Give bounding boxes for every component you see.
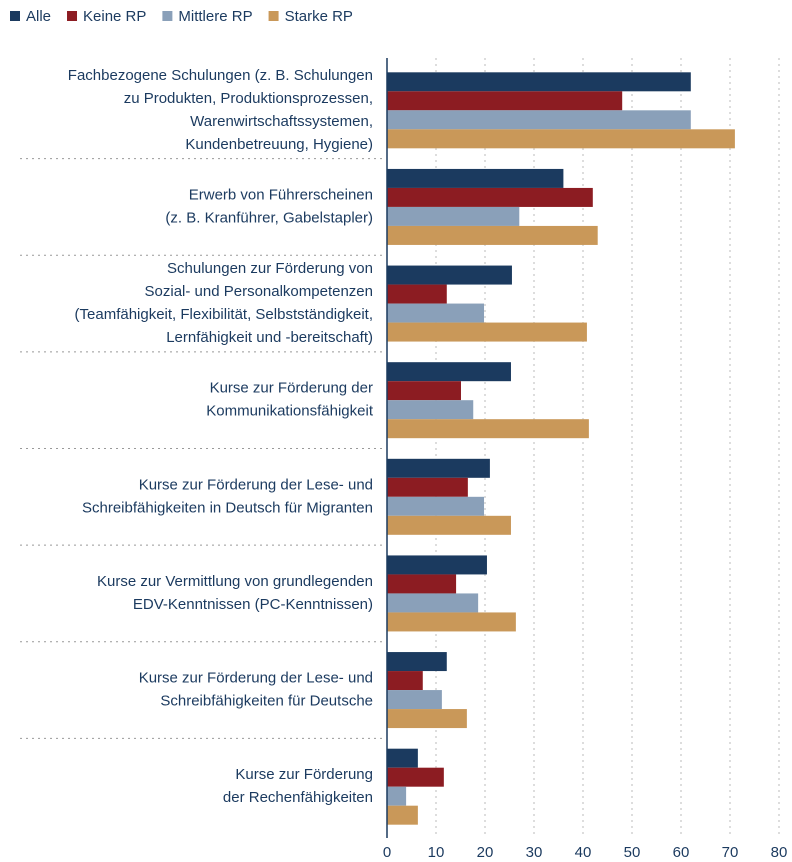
category-label: Kurse zur Vermittlung von grundlegenden xyxy=(97,573,373,590)
category-label: Sozial- und Personalkompetenzen xyxy=(145,283,373,300)
bar xyxy=(387,805,418,825)
bar xyxy=(387,458,490,478)
legend-label: Alle xyxy=(26,8,51,25)
bar xyxy=(387,496,485,516)
category-label: Kurse zur Förderung der Lese- und xyxy=(139,476,373,493)
bar xyxy=(387,91,623,111)
legend-label: Starke RP xyxy=(285,8,353,25)
bar xyxy=(387,612,516,632)
category-label: Schreibfähigkeiten für Deutsche xyxy=(160,693,373,710)
category-label: Kurse zur Förderung der Lese- und xyxy=(139,670,373,687)
bar xyxy=(387,671,423,691)
legend-swatch xyxy=(67,11,78,21)
legend-label: Mittlere RP xyxy=(178,8,252,25)
category-label: Kurse zur Förderung xyxy=(235,766,373,783)
bar xyxy=(387,187,593,207)
x-tick-label: 20 xyxy=(477,844,494,861)
category-label: Schulungen zur Förderung von xyxy=(167,260,373,277)
legend-swatch xyxy=(162,11,173,21)
bar xyxy=(387,322,587,342)
category-label: (z. B. Kranführer, Gabelstapler) xyxy=(165,209,373,226)
bar xyxy=(387,419,589,439)
category-label: (Teamfähigkeit, Flexibilität, Selbststän… xyxy=(75,306,373,323)
legend-swatch xyxy=(10,11,20,21)
category-label: Kurse zur Förderung der xyxy=(210,380,373,397)
bar xyxy=(387,690,442,710)
bar xyxy=(387,206,520,226)
category-label: Warenwirtschaftssystemen, xyxy=(190,113,373,130)
bar xyxy=(387,381,461,401)
bar xyxy=(387,767,444,787)
x-tick-label: 40 xyxy=(575,844,592,861)
bar xyxy=(387,593,479,613)
category-label: zu Produkten, Produktionsprozessen, xyxy=(124,90,373,107)
category-label: Kommunikationsfähigkeit xyxy=(206,403,374,420)
bar xyxy=(387,225,598,245)
bar xyxy=(387,284,447,304)
bar xyxy=(387,515,511,535)
bar xyxy=(387,265,512,285)
category-label: der Rechenfähigkeiten xyxy=(223,789,373,806)
category-label: Kundenbetreuung, Hygiene) xyxy=(185,136,373,153)
bar xyxy=(387,786,407,806)
category-label: Schreibfähigkeiten in Deutsch für Migran… xyxy=(82,499,373,516)
x-tick-label: 0 xyxy=(383,844,391,861)
legend-label: Keine RP xyxy=(83,8,146,25)
category-label: EDV-Kenntnissen (PC-Kenntnissen) xyxy=(133,596,373,613)
bar xyxy=(387,129,735,149)
bar xyxy=(387,574,457,594)
category-label: Erwerb von Führerscheinen xyxy=(189,186,373,203)
x-tick-label: 10 xyxy=(428,844,445,861)
bar xyxy=(387,555,487,575)
x-tick-label: 50 xyxy=(624,844,641,861)
bar xyxy=(387,477,468,497)
bar xyxy=(387,303,485,323)
bar xyxy=(387,748,418,768)
bar xyxy=(387,168,564,188)
bar xyxy=(387,110,691,130)
category-label: Lernfähigkeit und -bereitschaft) xyxy=(166,329,373,346)
bar xyxy=(387,709,467,729)
x-tick-label: 30 xyxy=(526,844,543,861)
bar xyxy=(387,400,474,420)
x-tick-label: 60 xyxy=(673,844,690,861)
category-label: Fachbezogene Schulungen (z. B. Schulunge… xyxy=(68,67,373,84)
bar xyxy=(387,652,447,672)
x-tick-label: 80 xyxy=(771,844,788,861)
x-tick-label: 70 xyxy=(722,844,739,861)
bar xyxy=(387,362,511,382)
legend-swatch xyxy=(268,11,279,21)
bar xyxy=(387,72,691,92)
